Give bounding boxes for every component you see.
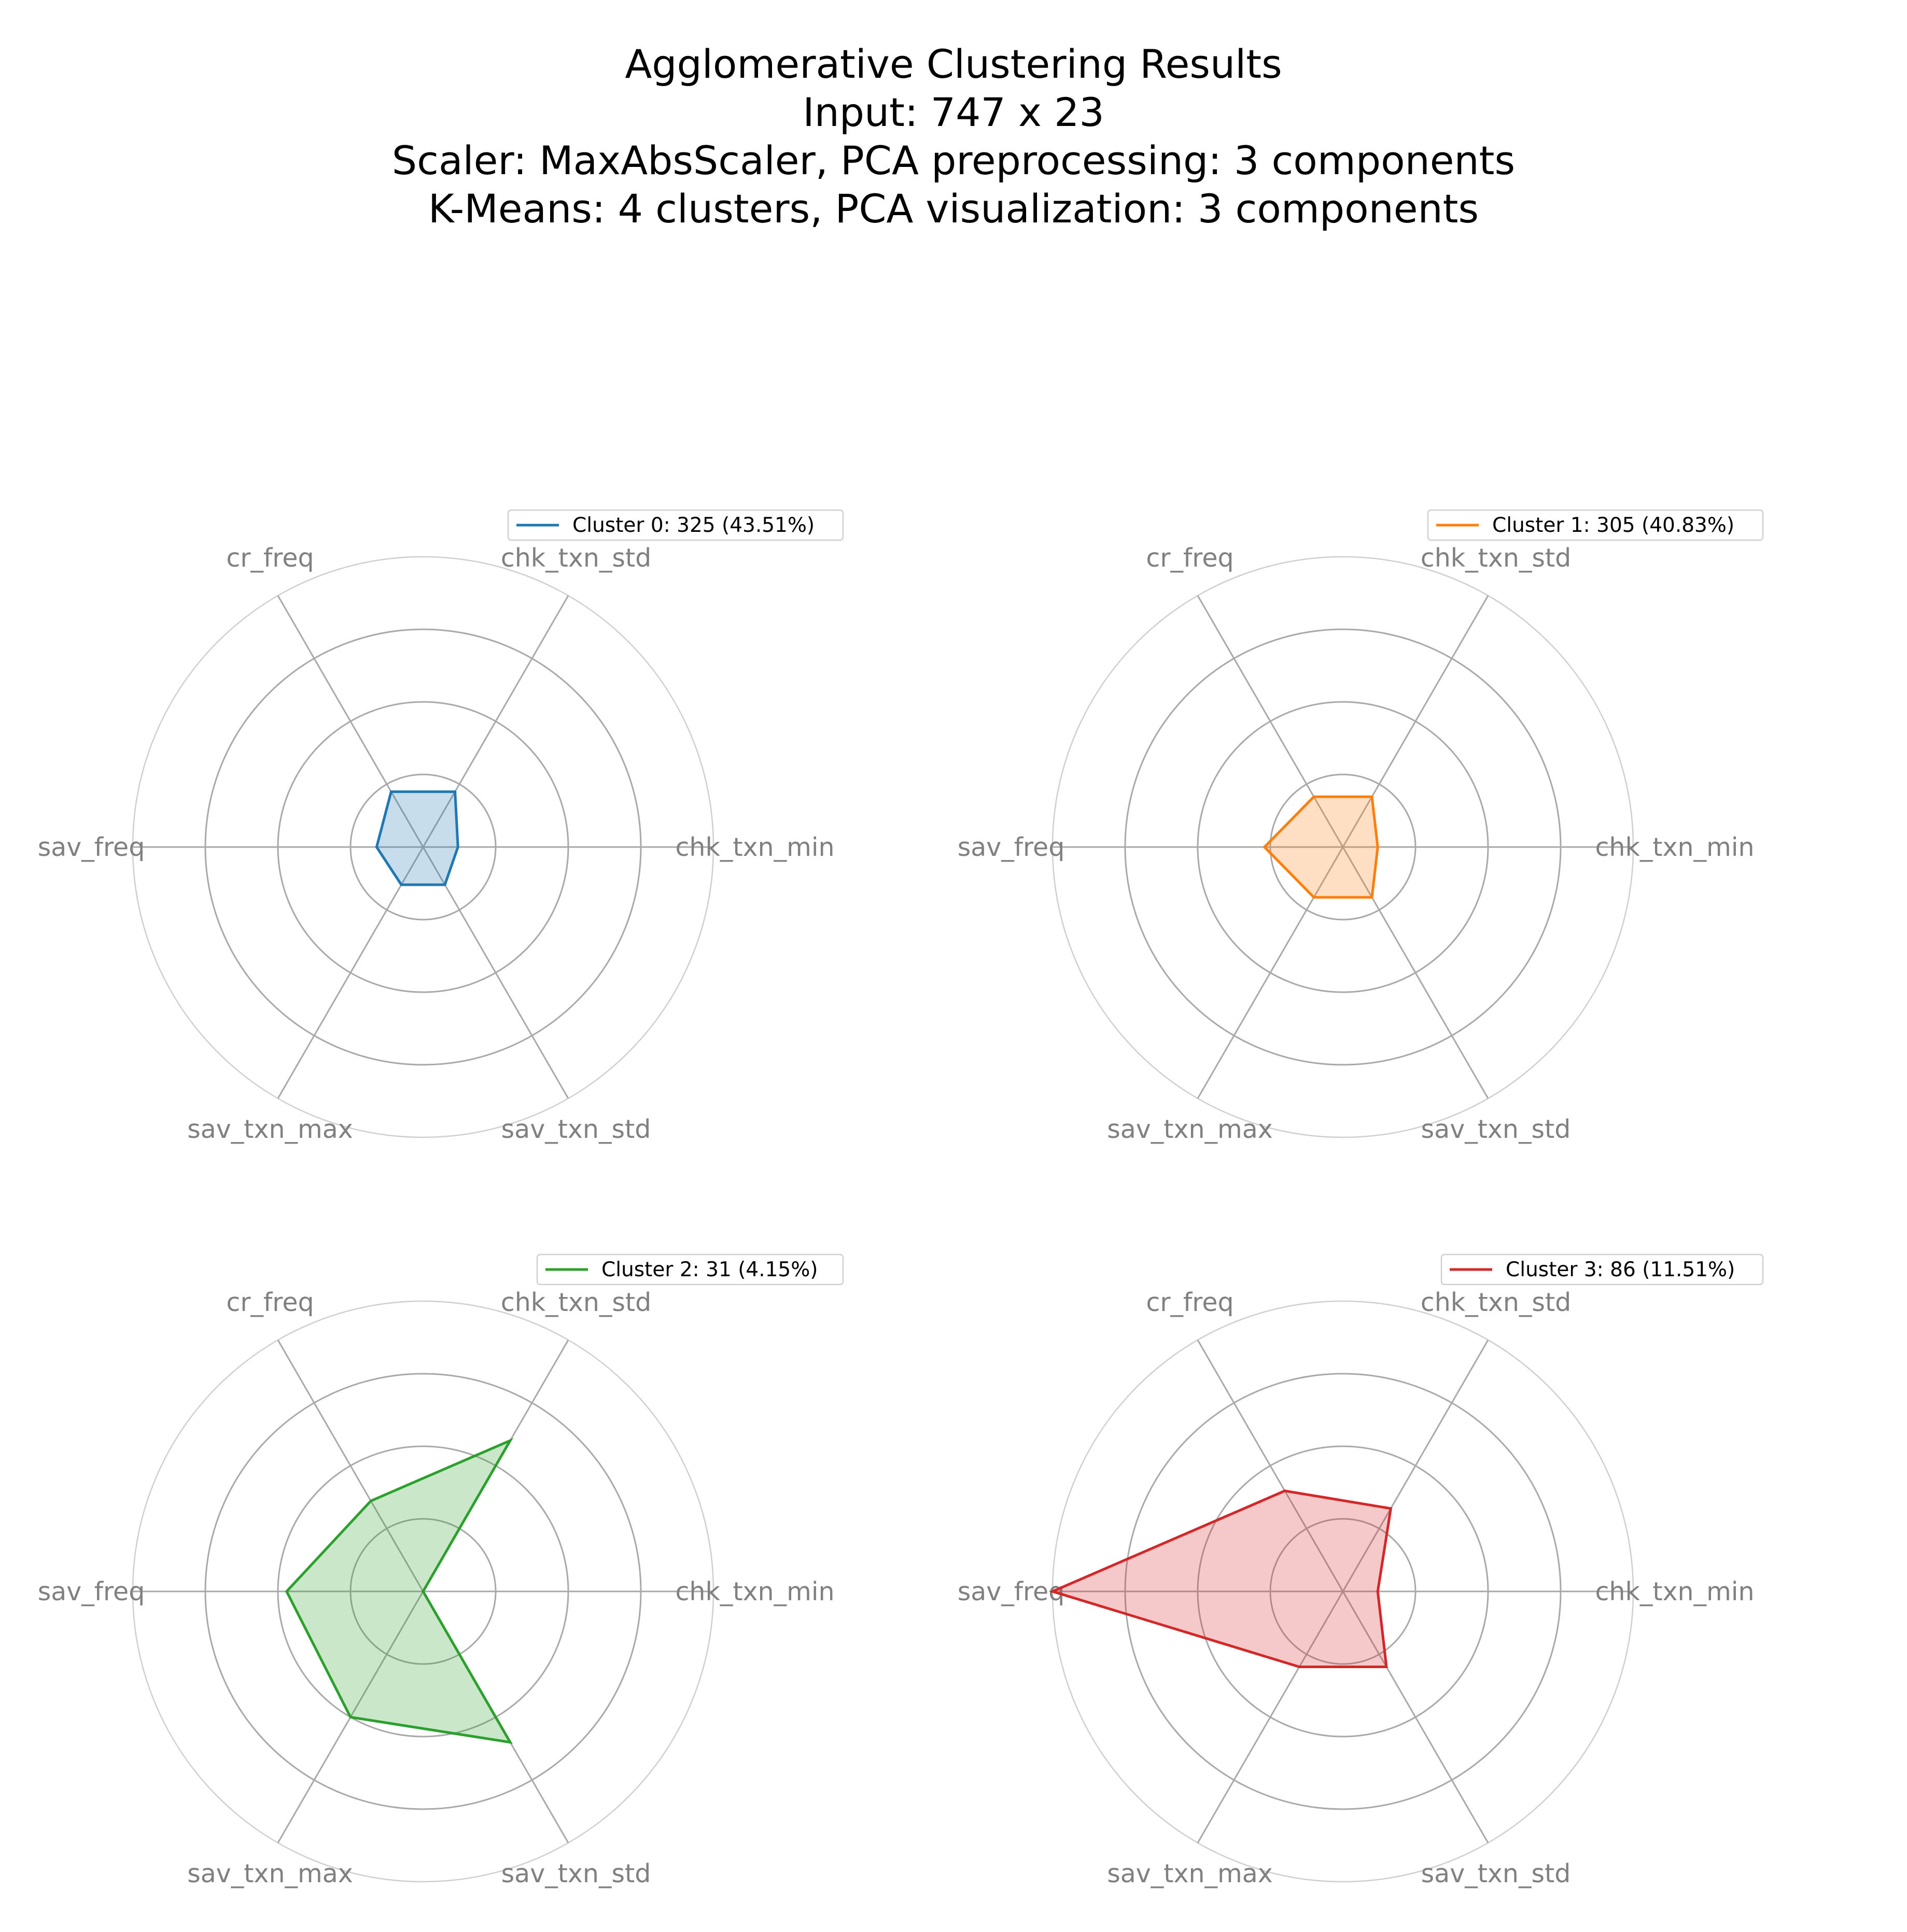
radar-panels: chk_txn_minchk_txn_stdcr_freqsav_freqsav…: [38, 509, 1764, 1888]
axis-label: cr_freq: [1146, 543, 1233, 573]
series-fill-area: [1053, 1491, 1391, 1667]
legend-frame: [507, 509, 844, 541]
radar-panel-3: chk_txn_min chk_txn_std cr_freq sav_freqsav…: [958, 1253, 1764, 1888]
radar-panel-2: chk_txn_min chk_txn_std cr_freq sav_freqsav…: [38, 1253, 844, 1888]
data-point: [390, 791, 392, 793]
axis-label: sav_freq: [958, 833, 1065, 862]
legend-label: Cluster 2: 31 (4.15%): [601, 1258, 818, 1281]
data-point: [509, 1440, 511, 1442]
axis-spoke: [1342, 847, 1489, 1099]
legend: Cluster 1: 305 (40.83%): [1427, 509, 1764, 541]
axis-spoke: [422, 847, 569, 1099]
title-line-3: Scaler: MaxAbsScaler, PCA preprocessing:…: [392, 137, 1515, 184]
axis-label: chk_txn_min: [675, 1577, 834, 1606]
axis-label: sav_freq: [958, 1577, 1065, 1606]
data-point: [454, 791, 456, 793]
data-point: [1298, 1666, 1300, 1668]
data-point: [1371, 896, 1373, 898]
data-point: [422, 1590, 424, 1592]
figure-title: Agglomerative Clustering Results Input: …: [392, 41, 1515, 232]
data-point: [457, 846, 459, 848]
legend-frame: [1427, 509, 1764, 541]
data-point: [1371, 796, 1373, 798]
legend: Cluster 2: 31 (4.15%): [536, 1253, 844, 1286]
axis-label: sav_txn_max: [187, 1859, 353, 1888]
title-line-1: Agglomerative Clustering Results: [625, 41, 1282, 87]
legend-label: Cluster 0: 325 (43.51%): [572, 514, 815, 537]
data-point: [349, 1716, 352, 1718]
axis-label: sav_txn_std: [501, 1859, 651, 1888]
axis-spoke: [1197, 1339, 1344, 1592]
axis-label: sav_txn_std: [1421, 1115, 1571, 1144]
axis-label: cr_freq: [226, 543, 314, 573]
series-fill-area: [1264, 797, 1378, 897]
axis-spoke: [1342, 1591, 1489, 1843]
axis-label: sav_freq: [38, 1577, 145, 1606]
axis-spoke: [277, 595, 424, 848]
data-point: [444, 884, 446, 886]
axis-spoke: [277, 1339, 424, 1592]
data-point: [286, 1590, 288, 1592]
data-point: [1264, 846, 1266, 848]
title-line-4: K-Means: 4 clusters, PCA visualization: …: [428, 186, 1479, 232]
data-point: [1284, 1490, 1286, 1492]
axis-label: cr_freq: [1146, 1288, 1233, 1317]
axis-label: sav_txn_max: [1107, 1115, 1273, 1144]
legend-frame: [1440, 1253, 1764, 1286]
axis-spoke: [277, 847, 424, 1099]
axis-spoke: [1197, 1591, 1344, 1843]
axis-label: chk_txn_std: [501, 543, 651, 573]
axis-label: chk_txn_min: [675, 833, 834, 862]
axis-label: chk_txn_std: [1421, 1288, 1571, 1317]
axis-spoke: [1342, 595, 1489, 848]
data-point: [509, 1741, 511, 1743]
legend-frame: [536, 1253, 844, 1286]
data-point: [400, 884, 402, 886]
axis-label: sav_txn_std: [501, 1115, 651, 1144]
axis-label: chk_txn_min: [1595, 1577, 1754, 1606]
data-point: [1377, 1590, 1379, 1592]
axis-label: cr_freq: [226, 1288, 314, 1317]
axis-label: sav_txn_max: [187, 1115, 353, 1144]
axis-spoke: [1197, 595, 1344, 848]
data-point: [1313, 896, 1315, 898]
data-point: [375, 846, 377, 848]
legend-label: Cluster 3: 86 (11.51%): [1506, 1258, 1735, 1281]
radar-panel-1: chk_txn_min chk_txn_std cr_freq sav_freqsav…: [958, 509, 1764, 1144]
axis-spoke: [1342, 1339, 1489, 1592]
data-point: [1051, 1590, 1054, 1592]
legend-label: Cluster 1: 305 (40.83%): [1492, 514, 1734, 537]
data-point: [1385, 1666, 1387, 1668]
radar-panel-0: chk_txn_min chk_txn_std cr_freq sav_freqsav…: [38, 509, 844, 1144]
data-point: [370, 1500, 372, 1502]
axis-label: chk_txn_min: [1595, 833, 1754, 862]
axis-spoke: [422, 595, 569, 848]
legend: Cluster 0: 325 (43.51%): [507, 509, 844, 541]
series-fill-area: [376, 792, 458, 885]
axis-label: chk_txn_std: [1421, 543, 1571, 573]
series-fill-area: [286, 1441, 510, 1742]
axis-label: chk_txn_std: [501, 1288, 651, 1317]
title-line-2: Input: 747 x 23: [803, 89, 1104, 135]
axis-label: sav_txn_max: [1107, 1859, 1273, 1888]
legend: Cluster 3: 86 (11.51%): [1440, 1253, 1764, 1286]
data-point: [1390, 1507, 1392, 1510]
data-point: [1313, 796, 1315, 798]
axis-label: sav_txn_std: [1421, 1859, 1571, 1888]
data-point: [1377, 846, 1379, 848]
axis-spoke: [1197, 847, 1344, 1099]
axis-label: sav_freq: [38, 833, 145, 862]
